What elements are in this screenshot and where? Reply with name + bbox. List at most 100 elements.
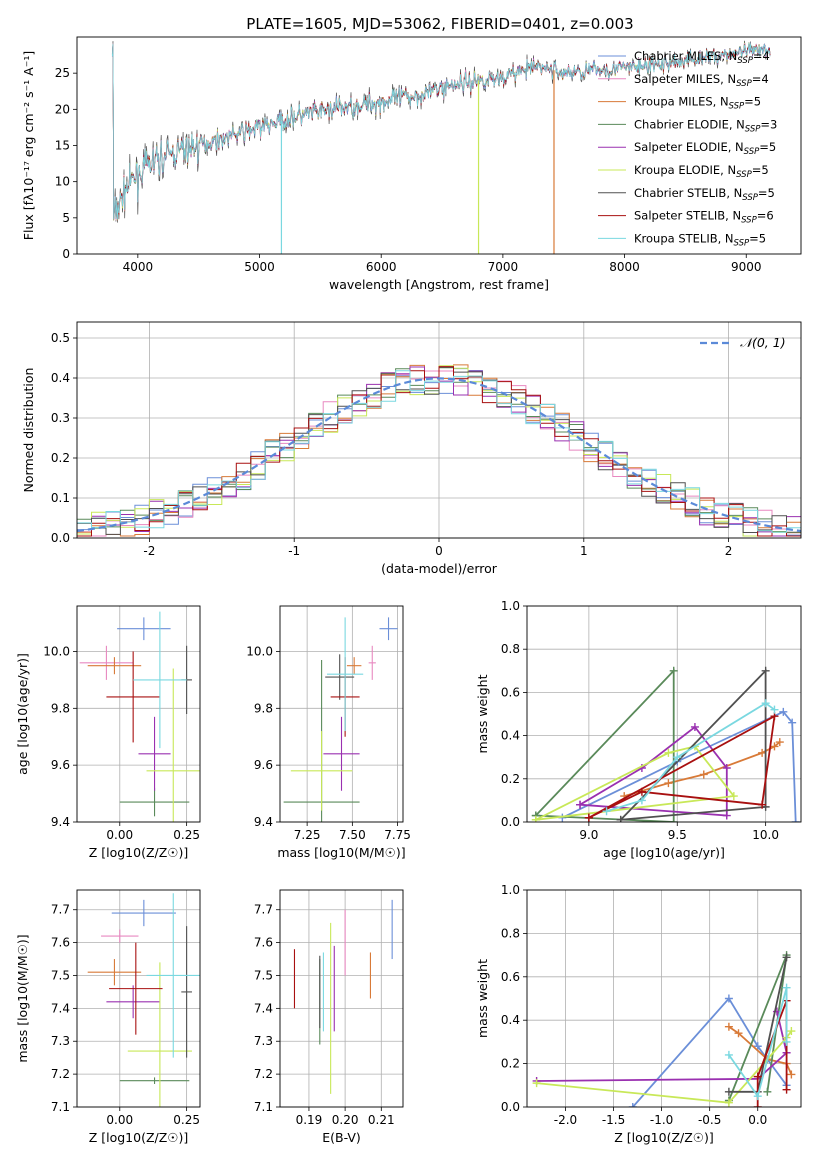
residuals-ytick-label: 0.0 xyxy=(51,531,70,545)
weight_vs_Z-marker-kroupa_miles xyxy=(787,1070,796,1079)
residuals-ytick-label: 0.5 xyxy=(51,331,70,345)
age_vs_Z-xtick-label: 0.00 xyxy=(106,828,133,842)
spectrum-series-kroupa_stelib xyxy=(111,43,771,220)
residuals-ytick-label: 0.3 xyxy=(51,411,70,425)
weight_vs_Z-series-kroupa_elodie xyxy=(536,1030,793,1104)
residuals-frame xyxy=(76,321,802,539)
weight_vs_age-xtick-label: 9.5 xyxy=(668,828,687,842)
weight_vs_age-marker-salpeter_stelib xyxy=(584,813,593,822)
legend-text: =5 xyxy=(758,186,775,200)
age_vs_Z-frame xyxy=(76,605,201,823)
mass_vs_ebv-ytick-label: 7.1 xyxy=(254,1100,273,1114)
age_vs_mass-xtick-label: 7.50 xyxy=(339,828,366,842)
legend-text: =5 xyxy=(752,163,769,177)
legend-text: =5 xyxy=(744,95,761,109)
weight_vs_Z-frame xyxy=(526,889,802,1108)
weight_vs_Z-series-salpeter_elodie xyxy=(536,1011,788,1082)
weight_vs_Z-marker-salpeter_stelib xyxy=(753,1103,762,1107)
weight_vs_age-marker-kroupa_miles xyxy=(664,779,673,788)
legend-text: Chabrier ELODIE, N xyxy=(634,117,745,131)
spectrum-plot: 4000 5000 6000 7000 8000 9000 0 5 10 15 20 25 wavele… xyxy=(21,36,802,292)
mass_vs_ebv-frame xyxy=(279,889,404,1108)
mass_vs_ebv-ytick-label: 7.5 xyxy=(254,968,273,982)
weight_vs_Z-ytick-label: 0.2 xyxy=(501,1057,520,1071)
mass_vs_ebv-xlabel: E(B-V) xyxy=(322,1130,361,1145)
mass_vs_ebv-ytick-label: 7.7 xyxy=(254,903,273,917)
figure-title: PLATE=1605, MJD=53062, FIBERID=0401, z=0… xyxy=(246,15,633,33)
spectrum-xtick-label: 8000 xyxy=(609,260,640,274)
legend-text: Chabrier MILES, N xyxy=(634,49,737,63)
weight_vs_age-frame xyxy=(526,605,802,823)
age_vs_mass-plot: 7.25 7.50 7.75 9.4 9.6 9.8 10.0 mass [log10(M/M… xyxy=(246,605,411,860)
weight_vs_Z-ylabel: mass weight xyxy=(475,959,490,1038)
spectrum-ytick-label: 20 xyxy=(55,102,70,116)
weight_vs_age-marker-kroupa_stelib xyxy=(602,807,611,816)
weight_vs_age-ylabel: mass weight xyxy=(475,674,490,753)
residuals-ytick-label: 0.4 xyxy=(51,371,70,385)
gaussian-legend-label: 𝒩(0, 1) xyxy=(740,335,786,350)
weight_vs_Z-marker-kroupa_stelib xyxy=(753,1092,762,1101)
legend-text: =5 xyxy=(759,140,776,154)
legend-subscript: SSP xyxy=(745,124,761,134)
legend-label-chabrier_miles: Chabrier MILES, NSSP=4 xyxy=(634,49,770,66)
weight_vs_age-marker-kroupa_stelib xyxy=(673,753,682,762)
legend-text: Salpeter MILES, N xyxy=(634,72,736,86)
weight_vs_Z-xtick-label: -1.5 xyxy=(602,1113,625,1127)
weight_vs_age-ytick-label: 0.4 xyxy=(501,729,520,743)
legend-label-kroupa_stelib: Kroupa STELIB, NSSP=5 xyxy=(634,231,766,248)
legend-subscript: SSP xyxy=(742,193,758,203)
mass_vs_Z-ytick-label: 7.6 xyxy=(51,936,70,950)
weight_vs_Z-ytick-label: 0.6 xyxy=(501,970,520,984)
spectrum-ytick-label: 5 xyxy=(62,211,70,225)
residuals-ytick-label: 0.1 xyxy=(51,491,70,505)
weight_vs_Z-xtick-label: -1.0 xyxy=(650,1113,673,1127)
spectrum-ytick-label: 10 xyxy=(55,175,70,189)
mass_vs_Z-xtick-label: 0.00 xyxy=(106,1113,133,1127)
weight_vs_Z-marker-kroupa_miles xyxy=(724,1022,733,1031)
legend-subscript: SSP xyxy=(741,216,757,226)
legend-subscript: SSP xyxy=(744,147,760,157)
mass_vs_ebv-xtick-label: 0.21 xyxy=(368,1113,395,1127)
spectrum-xtick-label: 9000 xyxy=(731,260,762,274)
weight_vs_age-marker-salpeter_elodie xyxy=(722,811,731,820)
spectrum-xtick-label: 7000 xyxy=(488,260,519,274)
mass_vs_ebv-plot: 0.19 0.20 0.21 7.1 7.2 7.3 7.4 7.5 7.6 7.7 E(B-V) xyxy=(254,889,404,1145)
legend-text: Kroupa MILES, N xyxy=(634,95,729,109)
age_vs_mass-xtick-label: 7.25 xyxy=(294,828,321,842)
weight_vs_Z-ytick-label: 1.0 xyxy=(501,883,520,897)
weight_vs_age-marker-chabrier_stelib xyxy=(761,666,770,675)
weight_vs_Z-marker-chabrier_stelib xyxy=(782,953,791,962)
mass_vs_Z-xlabel: Z [log10(Z/Z☉)] xyxy=(89,1130,189,1145)
weight_vs_Z-marker-salpeter_stelib xyxy=(782,1085,791,1094)
mass_vs_Z-xtick-label: 0.25 xyxy=(173,1113,200,1127)
legend-text: =5 xyxy=(749,231,766,245)
weight_vs_age-marker-kroupa_elodie xyxy=(729,792,738,801)
weight_vs_Z-series-kroupa_stelib xyxy=(728,987,788,1099)
weight_vs_age-marker-chabrier_miles xyxy=(791,818,800,822)
age_vs_Z-xtick-label: 0.25 xyxy=(173,828,200,842)
weight_vs_age-marker-chabrier_elodie xyxy=(669,818,678,822)
spectrum-xtick-label: 4000 xyxy=(123,260,154,274)
legend-text: =4 xyxy=(752,72,769,86)
spectrum-ylabel: Flux [fλ10⁻¹⁷ erg cm⁻² s⁻¹ A⁻¹] xyxy=(21,51,36,240)
legend-label-chabrier_elodie: Chabrier ELODIE, NSSP=3 xyxy=(634,117,777,134)
weight_vs_age-marker-kroupa_miles xyxy=(770,742,779,751)
residuals-xtick-label: 2 xyxy=(725,544,733,558)
mass_vs_Z-ytick-label: 7.2 xyxy=(51,1067,70,1081)
age_vs_mass-marks xyxy=(283,617,398,822)
weight_vs_age-marker-salpeter_stelib xyxy=(758,800,767,809)
weight_vs_Z-marker-salpeter_stelib xyxy=(753,1072,762,1081)
weight_vs_age-marker-chabrier_miles xyxy=(788,718,797,727)
weight_vs_Z-ytick-label: 0.8 xyxy=(501,926,520,940)
weight_vs_Z-xlabel: Z [log10(Z/Z☉)] xyxy=(614,1130,714,1145)
weight_vs_Z-ytick-label: 0.0 xyxy=(501,1100,520,1114)
weight_vs_age-ytick-label: 0.0 xyxy=(501,815,520,829)
legend-subscript: SSP xyxy=(737,56,753,66)
legend-text: Salpeter STELIB, N xyxy=(634,209,741,223)
residuals-xtick-label: -2 xyxy=(143,544,155,558)
weight_vs_age-ytick-label: 1.0 xyxy=(501,599,520,613)
weight_vs_age-marker-kroupa_miles xyxy=(775,738,784,747)
weight_vs_Z-marker-kroupa_stelib xyxy=(782,1037,791,1046)
spectrum-frame xyxy=(76,36,802,255)
